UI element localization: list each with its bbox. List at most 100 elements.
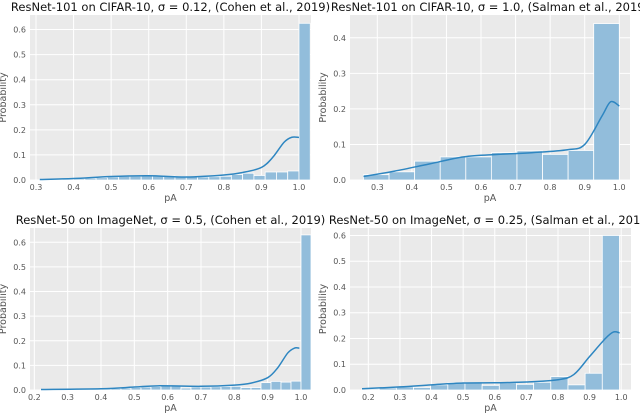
y-tick-label: 0.5 — [13, 51, 26, 60]
y-tick-label: 0.4 — [13, 76, 26, 85]
histogram-bar — [106, 176, 120, 181]
x-tick-label: 0.3 — [394, 393, 407, 402]
histogram-bar — [129, 175, 142, 181]
x-tick-label: 0.4 — [67, 183, 80, 192]
x-tick-label: 0.4 — [95, 393, 108, 402]
histogram-bar — [465, 156, 492, 181]
x-tick-label: 0.5 — [440, 183, 453, 192]
x-tick-label: 0.7 — [180, 183, 193, 192]
histogram-bar — [260, 382, 272, 391]
kde-line — [363, 100, 620, 178]
histogram-bar — [208, 176, 221, 181]
histogram-bar — [498, 382, 517, 391]
x-tick-label: 0.8 — [217, 183, 230, 192]
y-tick-label: 0.6 — [333, 231, 346, 240]
histogram-bar — [298, 22, 311, 181]
histogram-bar — [130, 387, 142, 391]
histogram-bar — [300, 234, 312, 391]
x-tick-label: 0.2 — [28, 393, 41, 402]
x-axis-label: pA — [484, 403, 497, 413]
y-tick-label: 0.1 — [13, 361, 26, 370]
histogram-bar — [95, 177, 108, 181]
y-tick-label: 0.0 — [333, 386, 346, 395]
x-tick-label: 0.8 — [544, 183, 557, 192]
y-tick-label: 0.5 — [333, 257, 346, 266]
histogram-bar — [240, 387, 252, 391]
subplot-title: ResNet-101 on CIFAR-10, σ = 1.0, (Salman… — [331, 0, 640, 14]
x-tick-label: 0.3 — [30, 183, 43, 192]
y-tick-label: 0.2 — [333, 334, 346, 343]
histogram-bar — [388, 171, 416, 181]
histogram-bar — [567, 150, 595, 181]
histogram-bar — [253, 175, 266, 181]
x-tick-label: 0.5 — [457, 393, 470, 402]
x-tick-label: 0.9 — [583, 393, 596, 402]
histogram-bar — [464, 382, 483, 391]
y-axis-label: Probability — [318, 72, 329, 123]
histogram-bar — [280, 381, 292, 391]
x-tick-label: 1.0 — [613, 183, 626, 192]
y-tick-label: 0.3 — [13, 101, 26, 110]
subplot-2: 0.3 0.4 0.5 0.6 0.7 0.8 0.9 1.0 0.0 0.1 0.2 0.3 0.4 R… — [318, 0, 640, 204]
subplot-1: 0.3 0.4 0.5 0.6 0.7 0.8 0.9 1.0 0.0 0.1 0.2 0.3 0.4 0… — [0, 0, 330, 204]
histogram-bar — [584, 372, 603, 391]
y-tick-label: 0.3 — [333, 309, 346, 318]
y-tick-label: 0.4 — [333, 34, 346, 43]
x-tick-label: 0.4 — [425, 393, 438, 402]
histogram-bar — [264, 171, 277, 181]
kde-line — [361, 331, 620, 390]
histogram-bar — [290, 380, 302, 391]
y-tick-label: 0.0 — [333, 176, 346, 185]
histogram-bar — [220, 386, 232, 391]
subplot-title: ResNet-50 on ImageNet, σ = 0.5, (Cohen e… — [16, 213, 326, 227]
x-tick-label: 0.9 — [578, 183, 591, 192]
y-tick-label: 0.4 — [333, 283, 346, 292]
histogram-bar — [533, 381, 552, 391]
histogram-bar — [210, 386, 222, 391]
histogram-bar — [516, 383, 535, 391]
histogram-bar — [230, 174, 244, 181]
y-tick-label: 0.2 — [333, 105, 346, 114]
histogram-bar — [150, 386, 162, 391]
histogram-bar — [593, 23, 620, 181]
histogram-bar — [250, 387, 262, 391]
histogram-bar — [270, 380, 282, 391]
x-tick-label: 0.6 — [475, 183, 488, 192]
x-tick-label: 0.8 — [552, 393, 565, 402]
x-tick-label: 0.6 — [161, 393, 174, 402]
subplot-4: 0.2 0.3 0.4 0.5 0.6 0.7 0.8 0.9 1.0 0.0 0.1 0.2 0.3 0… — [318, 213, 640, 413]
histogram-bar — [567, 384, 586, 391]
y-axis-label: Probability — [318, 284, 329, 335]
histogram-bar — [230, 385, 242, 391]
x-tick-label: 1.0 — [295, 393, 308, 402]
x-tick-label: 0.7 — [520, 393, 533, 402]
x-tick-label: 0.9 — [261, 393, 274, 402]
y-tick-label: 0.2 — [13, 126, 26, 135]
histogram-bar — [180, 387, 192, 391]
subplot-3: 0.2 0.3 0.4 0.5 0.6 0.7 0.8 0.9 1.0 0.0 0.1 0.2 0.3 0… — [0, 213, 325, 413]
plot-background — [30, 228, 311, 390]
histogram-bar — [490, 152, 518, 181]
x-tick-label: 0.6 — [488, 393, 501, 402]
x-tick-label: 0.5 — [128, 393, 141, 402]
x-tick-label: 0.5 — [105, 183, 118, 192]
y-axis-label: Probability — [0, 72, 9, 123]
histogram-bar — [601, 235, 620, 391]
histogram-bar — [276, 171, 289, 181]
x-axis-label: pA — [164, 403, 177, 413]
histogram-bar — [242, 172, 255, 181]
y-tick-label: 0.1 — [333, 360, 346, 369]
histogram-bar — [430, 384, 449, 391]
x-tick-label: 0.4 — [406, 183, 419, 192]
x-tick-label: 0.6 — [142, 183, 155, 192]
histogram-bar — [219, 175, 232, 181]
x-tick-label: 0.3 — [371, 183, 384, 192]
subplot-title: ResNet-101 on CIFAR-10, σ = 0.12, (Cohen… — [11, 0, 330, 14]
y-tick-label: 0.0 — [13, 176, 26, 185]
histogram-bar — [197, 176, 210, 181]
x-tick-label: 0.9 — [255, 183, 268, 192]
y-tick-label: 0.1 — [13, 151, 26, 160]
y-tick-label: 0.5 — [13, 263, 26, 272]
x-axis-label: pA — [164, 193, 177, 204]
y-tick-label: 0.3 — [333, 69, 346, 78]
